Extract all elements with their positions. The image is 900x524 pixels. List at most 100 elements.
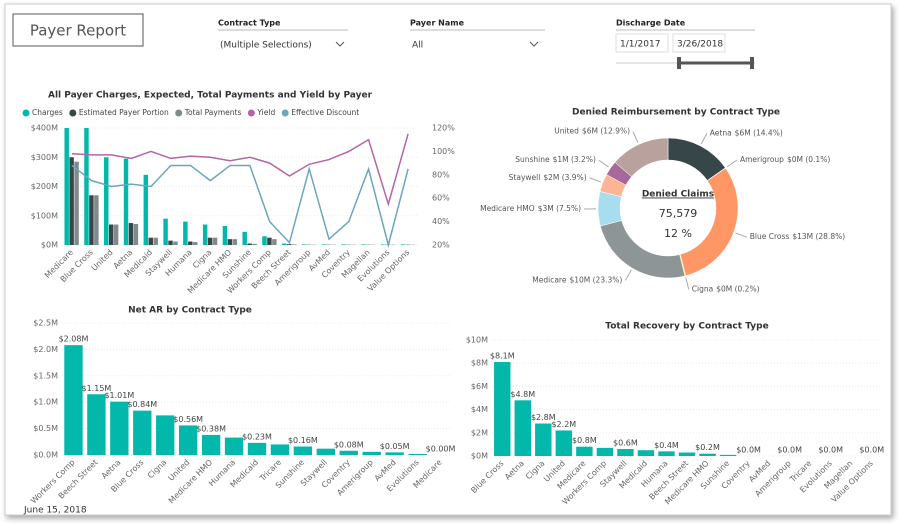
- bar: [173, 241, 178, 245]
- bar: [719, 454, 737, 456]
- bar: [617, 449, 634, 456]
- data-label: $0.6M: [613, 439, 638, 448]
- data-label: $0.08M: [334, 440, 364, 449]
- data-label: $0.56M: [173, 415, 203, 424]
- legend-label: Total Payments: [184, 108, 242, 117]
- bar: [232, 239, 238, 245]
- leader-line: [726, 159, 738, 168]
- slice-label: Staywell $2M (3.9%): [509, 173, 587, 182]
- bar: [658, 451, 675, 456]
- y-tick-label: $6M: [471, 382, 488, 391]
- date-end[interactable]: 3/26/2018: [677, 40, 723, 50]
- y-tick-label: 60%: [432, 194, 450, 203]
- slice-name: Sunshine: [515, 155, 550, 164]
- y-tick-label: 120%: [432, 124, 455, 133]
- bar: [207, 237, 213, 245]
- slider-handle[interactable]: [677, 57, 681, 69]
- bar: [678, 452, 696, 456]
- bar: [108, 224, 114, 245]
- date-box[interactable]: [615, 33, 669, 53]
- bar: [321, 244, 327, 245]
- slice-label: Cigna $0M (0.2%): [692, 284, 760, 293]
- slice-name: Blue Cross: [750, 232, 790, 241]
- leader-line: [598, 159, 610, 168]
- bar: [385, 452, 404, 455]
- data-label: $0.0M: [818, 446, 843, 455]
- bar: [168, 240, 173, 245]
- bar: [270, 444, 290, 455]
- dropdown-chevron[interactable]: [529, 41, 539, 47]
- bar: [224, 437, 244, 455]
- center-title: Denied Claims: [642, 190, 714, 200]
- bar: [183, 221, 188, 245]
- filter-value[interactable]: All: [412, 41, 423, 51]
- data-label: $0.0M: [777, 446, 802, 455]
- slice-name: Medicare HMO: [480, 204, 535, 213]
- y-tick-label: $1.5M: [33, 371, 58, 380]
- slice-value: $0M (0.2%): [716, 284, 759, 293]
- slice-label: Blue Cross $13M (28.8%): [750, 232, 845, 241]
- slice-name: Cigna: [692, 284, 713, 293]
- bar: [400, 244, 406, 245]
- donut-slice: [614, 137, 669, 178]
- bar: [69, 157, 74, 245]
- y-tick-label: 20%: [432, 241, 450, 250]
- bar: [227, 239, 233, 245]
- chart-title: Net AR by Contract Type: [128, 306, 252, 316]
- filter-label: Payer Name: [410, 19, 465, 28]
- bar: [637, 450, 655, 456]
- data-label: $0.0M: [736, 446, 761, 455]
- date-start[interactable]: 1/1/2017: [620, 40, 660, 50]
- data-label: $0.2M: [695, 443, 720, 452]
- data-label: $0.8M: [572, 436, 597, 445]
- date-box[interactable]: [672, 33, 726, 53]
- slice-name: Amerigroup: [740, 155, 784, 164]
- slice-label: Aetna $6M (14.4%): [710, 128, 783, 137]
- bar: [262, 236, 267, 245]
- bar: [596, 447, 614, 456]
- slice-value: $10M (23.3%): [569, 275, 622, 284]
- filter-label: Discharge Date: [616, 19, 686, 28]
- report-title: Payer Report: [30, 22, 126, 40]
- slice-value: $6M (14.4%): [735, 128, 783, 137]
- bar: [301, 244, 307, 245]
- chart-title: Denied Reimbursement by Contract Type: [572, 108, 780, 118]
- data-label: $1.01M: [104, 391, 134, 400]
- bar: [212, 237, 218, 245]
- bar: [188, 241, 193, 245]
- slider-handle[interactable]: [750, 57, 754, 69]
- slice-label: United $6M (12.9%): [554, 127, 630, 136]
- bar: [87, 394, 106, 455]
- filter-value[interactable]: (Multiple Selections): [220, 41, 312, 51]
- bar: [362, 451, 381, 455]
- bar: [242, 231, 247, 245]
- leader-line: [624, 269, 632, 281]
- slice-value: $3M (7.5%): [538, 204, 581, 213]
- bar: [133, 223, 139, 245]
- bar: [293, 446, 313, 455]
- dropdown-chevron[interactable]: [335, 41, 345, 47]
- line-series: [71, 133, 409, 207]
- slice-value: $2M (3.9%): [543, 173, 586, 182]
- bar: [555, 430, 573, 456]
- legend-swatch: [247, 109, 255, 117]
- bar: [94, 195, 99, 245]
- bar: [535, 423, 552, 456]
- legend-swatch: [69, 109, 77, 117]
- bar: [179, 425, 198, 455]
- leader-line: [685, 277, 690, 290]
- leader-line: [632, 131, 639, 143]
- legend-label: Effective Discount: [291, 108, 359, 117]
- slice-label: Amerigroup $0M (0.1%): [740, 155, 830, 164]
- data-label: $8.1M: [490, 352, 515, 361]
- bar: [286, 244, 292, 245]
- title-box: [12, 13, 144, 47]
- line-series: [71, 164, 409, 248]
- chart-title: Total Recovery by Contract Type: [605, 322, 768, 332]
- bar: [143, 174, 149, 245]
- bar: [380, 244, 386, 245]
- bar: [128, 223, 134, 245]
- y-tick-label: $8M: [471, 359, 488, 368]
- report-card: [4, 3, 892, 516]
- slice-name: United: [554, 127, 579, 136]
